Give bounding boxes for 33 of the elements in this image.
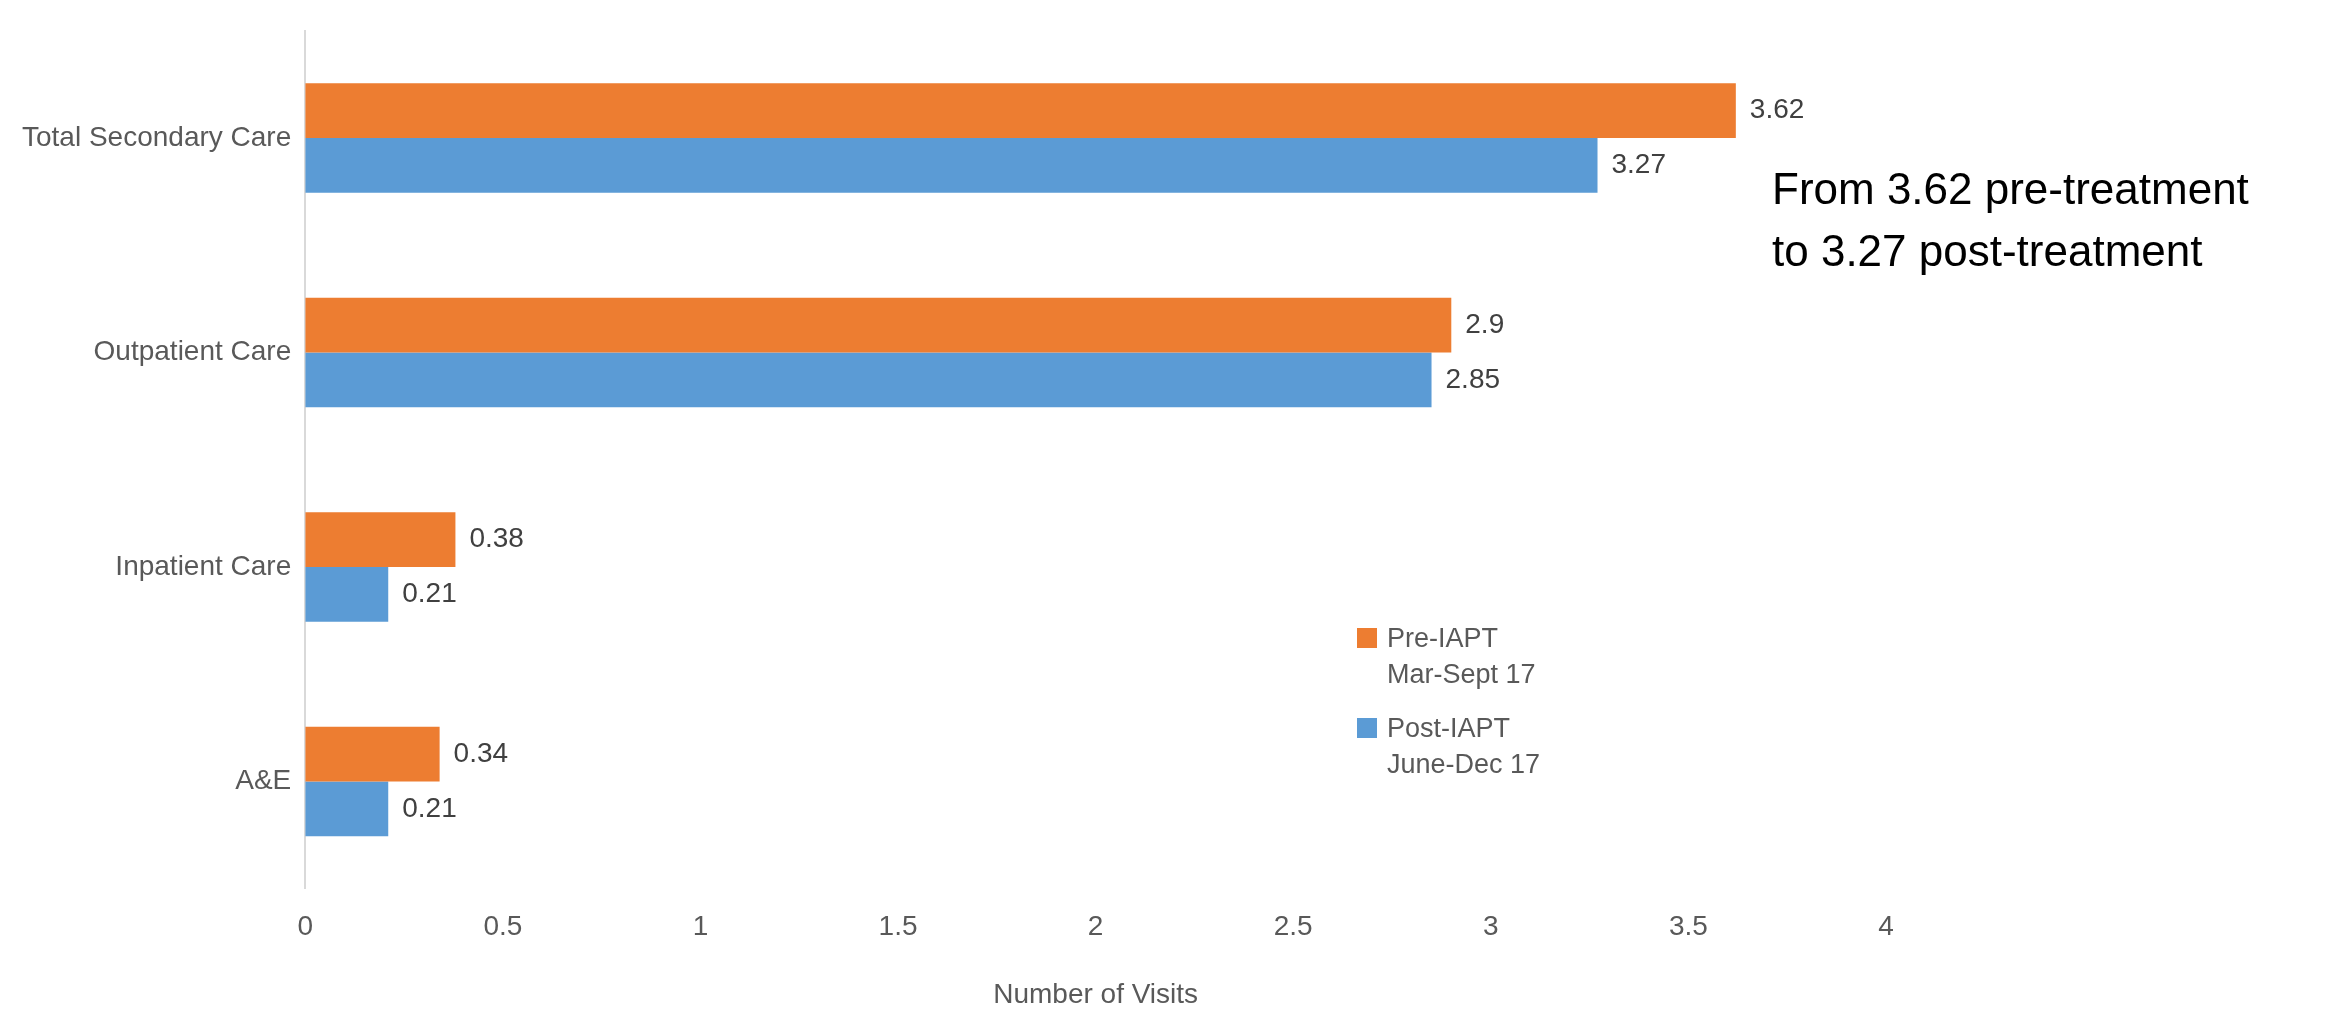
legend-label: Pre-IAPT Mar-Sept 17 (1387, 622, 1537, 691)
data-label: 0.21 (402, 577, 457, 609)
y-tick-label: Total Secondary Care (21, 120, 292, 152)
x-tick-label: 3.5 (1668, 910, 1708, 942)
data-label: 2.85 (1445, 362, 1501, 394)
bar (305, 352, 1432, 408)
bar (305, 512, 456, 568)
data-label: 3.62 (1749, 93, 1805, 125)
annotation: From 3.62 pre-treatment to 3.27 post-treatment (1772, 163, 2250, 277)
bar (305, 567, 389, 622)
y-tick-label: Inpatient Care (115, 549, 292, 581)
x-tick-label: 4 (1878, 910, 1894, 942)
y-tick-label: Outpatient Care (93, 335, 292, 367)
x-tick-label: 1.5 (878, 910, 918, 942)
x-tick-label: 0.5 (483, 910, 523, 942)
x-tick-label: 2.5 (1273, 910, 1313, 942)
x-tick-label: 0 (297, 910, 314, 942)
bar (305, 138, 1598, 193)
data-label: 2.9 (1465, 307, 1505, 339)
legend-label: Post-IAPT June-Dec 17 (1387, 712, 1542, 781)
data-label: 0.38 (469, 522, 524, 554)
x-axis-title: Number of Visits (993, 977, 1199, 1009)
bar (305, 297, 1452, 353)
bar (305, 83, 1736, 139)
x-tick-label: 1 (692, 910, 709, 942)
bar (305, 781, 389, 837)
bar (305, 726, 440, 782)
data-label: 0.21 (402, 791, 457, 823)
y-tick-label: A&E (235, 764, 292, 796)
x-tick-label: 3 (1483, 910, 1499, 942)
data-label: 3.27 (1611, 148, 1667, 180)
data-label: 0.34 (453, 736, 509, 768)
x-tick-label: 2 (1087, 910, 1104, 942)
